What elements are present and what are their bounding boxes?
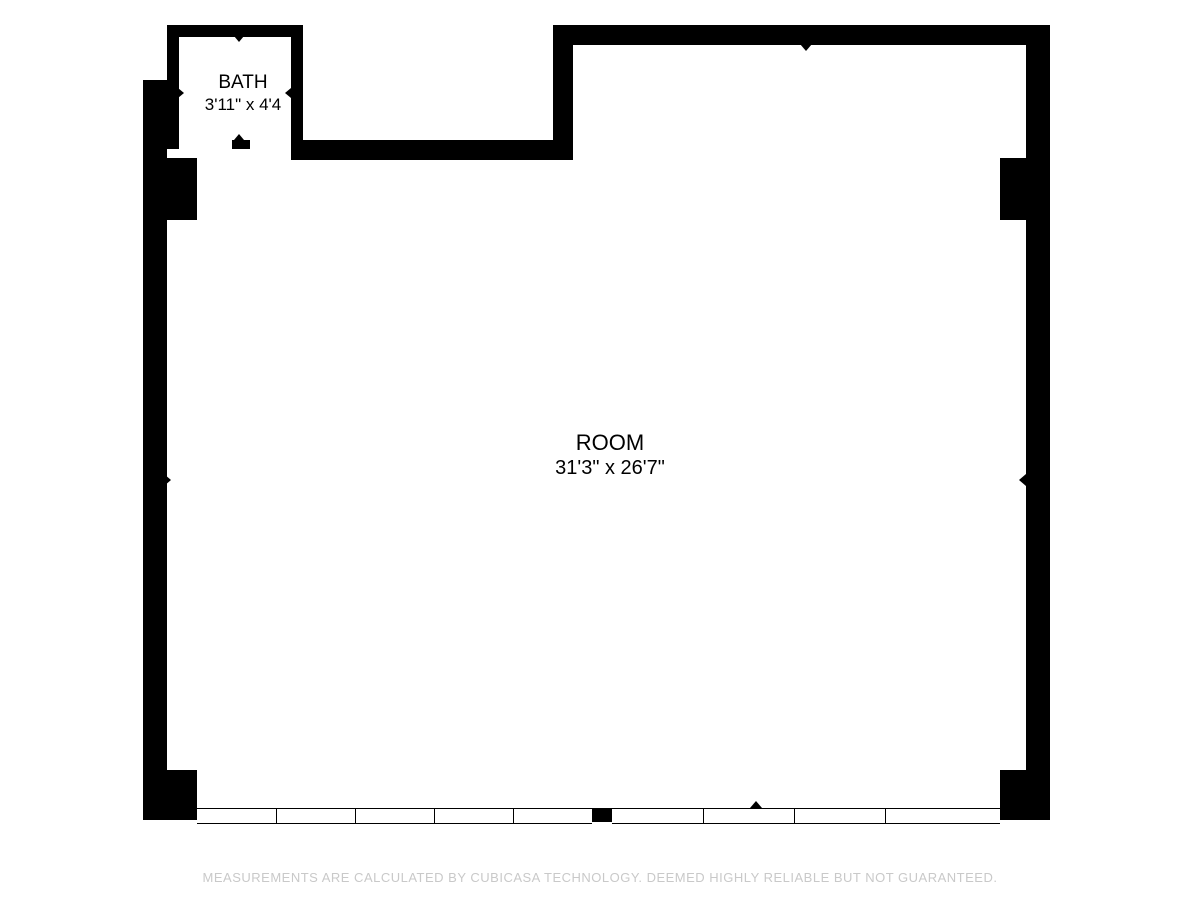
pilaster-bot-left <box>167 770 197 820</box>
room-label-main: ROOM 31'3" x 26'7" <box>510 430 710 480</box>
wall-top-right <box>553 25 1050 45</box>
room-name: BATH <box>183 72 303 95</box>
panel-sep <box>885 809 886 823</box>
dim-arrow-up-icon <box>234 134 244 140</box>
room-label-bath: BATH 3'11" x 4'4 <box>183 72 303 115</box>
pilaster-top-left <box>167 158 197 220</box>
wall-partition <box>291 140 553 160</box>
dim-arrow-left-icon <box>1019 474 1026 486</box>
wall-left-main <box>143 80 167 820</box>
floorplan-canvas: ROOM 31'3" x 26'7" BATH 3'11" x 4'4 MEAS… <box>0 0 1200 900</box>
room-name: ROOM <box>510 430 710 456</box>
wall-notch-vert <box>553 25 573 160</box>
dim-arrow-up-icon <box>750 801 762 808</box>
panel-sep <box>434 809 435 823</box>
wall-bath-top <box>167 25 291 37</box>
panel-sep <box>513 809 514 823</box>
footer-disclaimer: MEASUREMENTS ARE CALCULATED BY CUBICASA … <box>0 870 1200 885</box>
bath-door-stub <box>232 140 250 149</box>
panel-sep <box>276 809 277 823</box>
panel-sep <box>794 809 795 823</box>
dim-arrow-down-icon <box>234 36 244 42</box>
bottom-panels-left <box>197 808 592 824</box>
pilaster-top-right <box>1000 158 1026 220</box>
panel-sep <box>703 809 704 823</box>
dim-arrow-right-icon <box>164 474 171 486</box>
room-dimensions: 31'3" x 26'7" <box>510 456 710 480</box>
wall-bath-left <box>167 25 179 149</box>
panel-sep <box>355 809 356 823</box>
room-dimensions: 3'11" x 4'4 <box>183 95 303 115</box>
pilaster-bot-right <box>1000 770 1026 820</box>
dim-arrow-down-icon <box>800 44 812 51</box>
bottom-panels-right <box>612 808 1000 824</box>
wall-right-main <box>1026 30 1050 820</box>
bottom-panel-center <box>592 808 612 822</box>
